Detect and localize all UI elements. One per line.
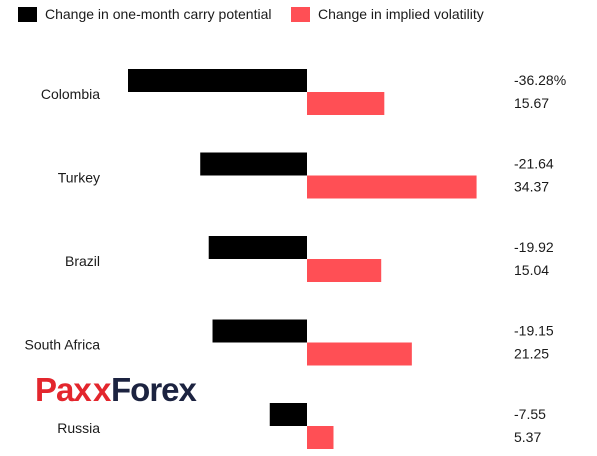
bar-volatility-colombia: [307, 92, 385, 115]
value-label-carry-colombia: -36.28%: [514, 72, 566, 88]
bar-carry-south-africa: [212, 319, 307, 343]
logo-text-pax: Pax: [35, 371, 92, 408]
legend-label-carry: Change in one-month carry potential: [45, 6, 272, 22]
logo-text-x: x: [93, 371, 112, 408]
legend-item-carry: Change in one-month carry potential: [18, 6, 271, 22]
paxforex-logo: Pax x Forex: [35, 368, 200, 412]
value-label-volatility-colombia: 15.67: [514, 95, 549, 111]
legend-swatch-volatility: [291, 6, 310, 22]
bar-volatility-south-africa: [307, 342, 412, 366]
value-label-volatility-russia: 5.37: [514, 429, 541, 445]
value-label-carry-south-africa: -19.15: [514, 323, 554, 339]
category-label-south-africa: South Africa: [25, 337, 101, 353]
value-label-volatility-turkey: 34.37: [514, 179, 549, 195]
bar-carry-russia: [269, 403, 307, 426]
logo-text-forex: Forex: [111, 371, 198, 408]
legend-label-volatility: Change in implied volatility: [318, 6, 484, 22]
bar-volatility-turkey: [307, 175, 477, 199]
paxforex-logo-mark: Pax x Forex: [35, 371, 199, 408]
bar-carry-brazil: [208, 236, 307, 259]
bar-carry-turkey: [200, 152, 307, 176]
value-label-carry-russia: -7.55: [514, 406, 546, 422]
value-label-carry-turkey: -21.64: [514, 156, 554, 172]
value-label-volatility-brazil: 15.04: [514, 262, 549, 278]
category-label-brazil: Brazil: [65, 253, 100, 269]
value-label-carry-brazil: -19.92: [514, 239, 554, 255]
legend-item-volatility: Change in implied volatility: [291, 6, 484, 22]
category-label-russia: Russia: [57, 420, 100, 436]
bar-volatility-russia: [307, 426, 334, 449]
category-label-colombia: Colombia: [41, 86, 100, 102]
value-label-volatility-south-africa: 21.25: [514, 346, 549, 362]
bar-volatility-brazil: [307, 259, 382, 282]
bar-carry-colombia: [128, 69, 307, 92]
category-label-turkey: Turkey: [58, 170, 100, 186]
legend-swatch-carry: [18, 6, 37, 22]
